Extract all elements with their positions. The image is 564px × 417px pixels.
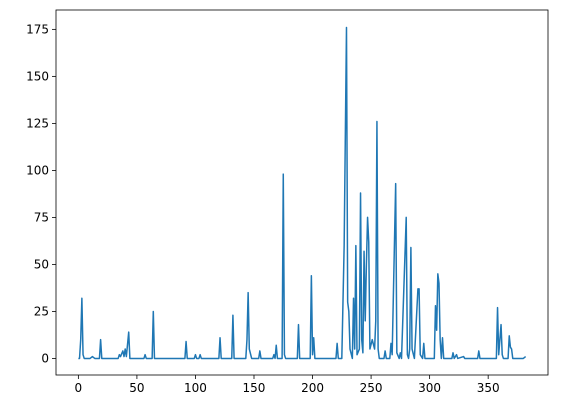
x-tick-label: 300 — [418, 381, 441, 395]
y-tick-label: 150 — [26, 69, 49, 83]
x-tick-label: 100 — [184, 381, 207, 395]
x-tick-label: 150 — [243, 381, 266, 395]
plot-area — [56, 10, 548, 375]
x-tick-label: 200 — [301, 381, 324, 395]
y-tick-label: 75 — [34, 210, 49, 224]
x-tick-label: 350 — [477, 381, 500, 395]
data-line — [78, 26, 527, 360]
y-tick-label: 25 — [34, 304, 49, 318]
x-tick-label: 50 — [129, 381, 144, 395]
y-tick-label: 50 — [34, 257, 49, 271]
x-tick-label: 250 — [360, 381, 383, 395]
axes-frame — [55, 9, 549, 376]
y-tick-label: 175 — [26, 22, 49, 36]
y-tick-label: 0 — [41, 351, 49, 365]
x-tick-label: 0 — [75, 381, 83, 395]
y-tick-label: 100 — [26, 163, 49, 177]
y-tick-label: 125 — [26, 116, 49, 130]
